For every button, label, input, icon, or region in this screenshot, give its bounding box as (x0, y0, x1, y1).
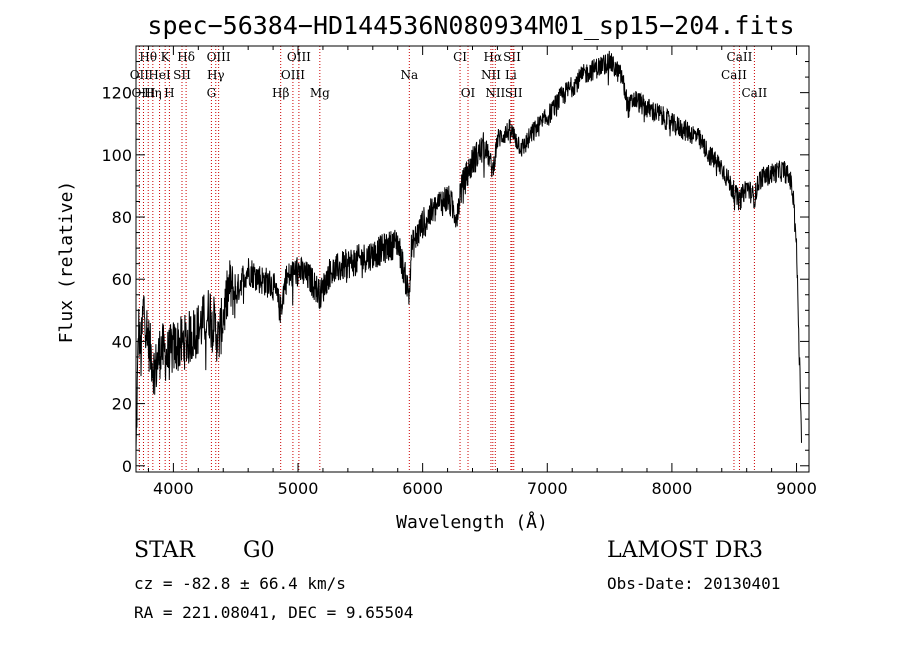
x-tick-label: 8000 (652, 479, 693, 498)
y-tick-label: 100 (101, 146, 132, 165)
y-tick-label: 80 (112, 208, 132, 227)
y-tick-label: 0 (122, 457, 132, 476)
sky-coordinates: RA = 221.08041, DEC = 9.65504 (134, 603, 414, 622)
marker-label: G (207, 86, 217, 100)
axis-ticks: 4000 5000 6000 7000 8000 9000 0 20 40 60 80 100 120 (101, 46, 817, 498)
marker-label: Mg (310, 86, 330, 100)
marker-label: Li (505, 68, 517, 82)
chart-title: spec−56384−HD144536N080934M01_sp15−204.f… (147, 11, 794, 40)
marker-label: Hη (144, 86, 162, 100)
marker-label: Hβ (272, 86, 289, 100)
observation-date: Obs-Date: 20130401 (607, 574, 781, 593)
y-tick-label: 60 (112, 270, 132, 289)
marker-label: SII (503, 50, 521, 64)
marker-label: K (161, 50, 171, 64)
redshift-velocity: cz = -82.8 ± 66.4 km/s (134, 574, 346, 593)
marker-label: H (164, 86, 174, 100)
marker-label: Hδ (177, 50, 195, 64)
marker-label: Hθ (139, 50, 157, 64)
spectrum-line (135, 50, 802, 451)
marker-label: CI (453, 50, 467, 64)
marker-label: SII (173, 68, 191, 82)
marker-label: CaII (721, 68, 747, 82)
x-tick-label: 6000 (402, 479, 443, 498)
y-tick-label: 20 (112, 395, 132, 414)
spectrum-chart: spec−56384−HD144536N080934M01_sp15−204.f… (56, 11, 817, 533)
marker-label: Hγ (207, 68, 225, 82)
marker-label: NII (485, 86, 505, 100)
marker-label: OIII (281, 68, 305, 82)
marker-label: HeI (148, 68, 171, 82)
marker-label: Na (400, 68, 418, 82)
object-class: STAR (134, 538, 195, 563)
y-axis-label: Flux (relative) (56, 181, 77, 344)
marker-label: OII (130, 68, 150, 82)
marker-label: Hα (484, 50, 503, 64)
marker-label: NII (481, 68, 501, 82)
marker-label: CaII (741, 86, 767, 100)
x-tick-label: 4000 (153, 479, 194, 498)
x-tick-label: 5000 (278, 479, 319, 498)
x-tick-label: 9000 (776, 479, 817, 498)
y-tick-label: 120 (101, 84, 132, 103)
marker-label: OIII (207, 50, 231, 64)
x-tick-label: 7000 (527, 479, 568, 498)
marker-label: CaII (727, 50, 753, 64)
spectral-subclass: G0 (243, 538, 275, 563)
x-axis-label: Wavelength (Å) (396, 511, 548, 533)
marker-label: SII (505, 86, 523, 100)
marker-label: OI (461, 86, 476, 100)
y-tick-label: 40 (112, 332, 132, 351)
spectrum-series (135, 50, 802, 451)
plot-frame (135, 45, 810, 473)
survey-name: LAMOST DR3 (607, 538, 763, 563)
marker-label: OIII (287, 50, 311, 64)
